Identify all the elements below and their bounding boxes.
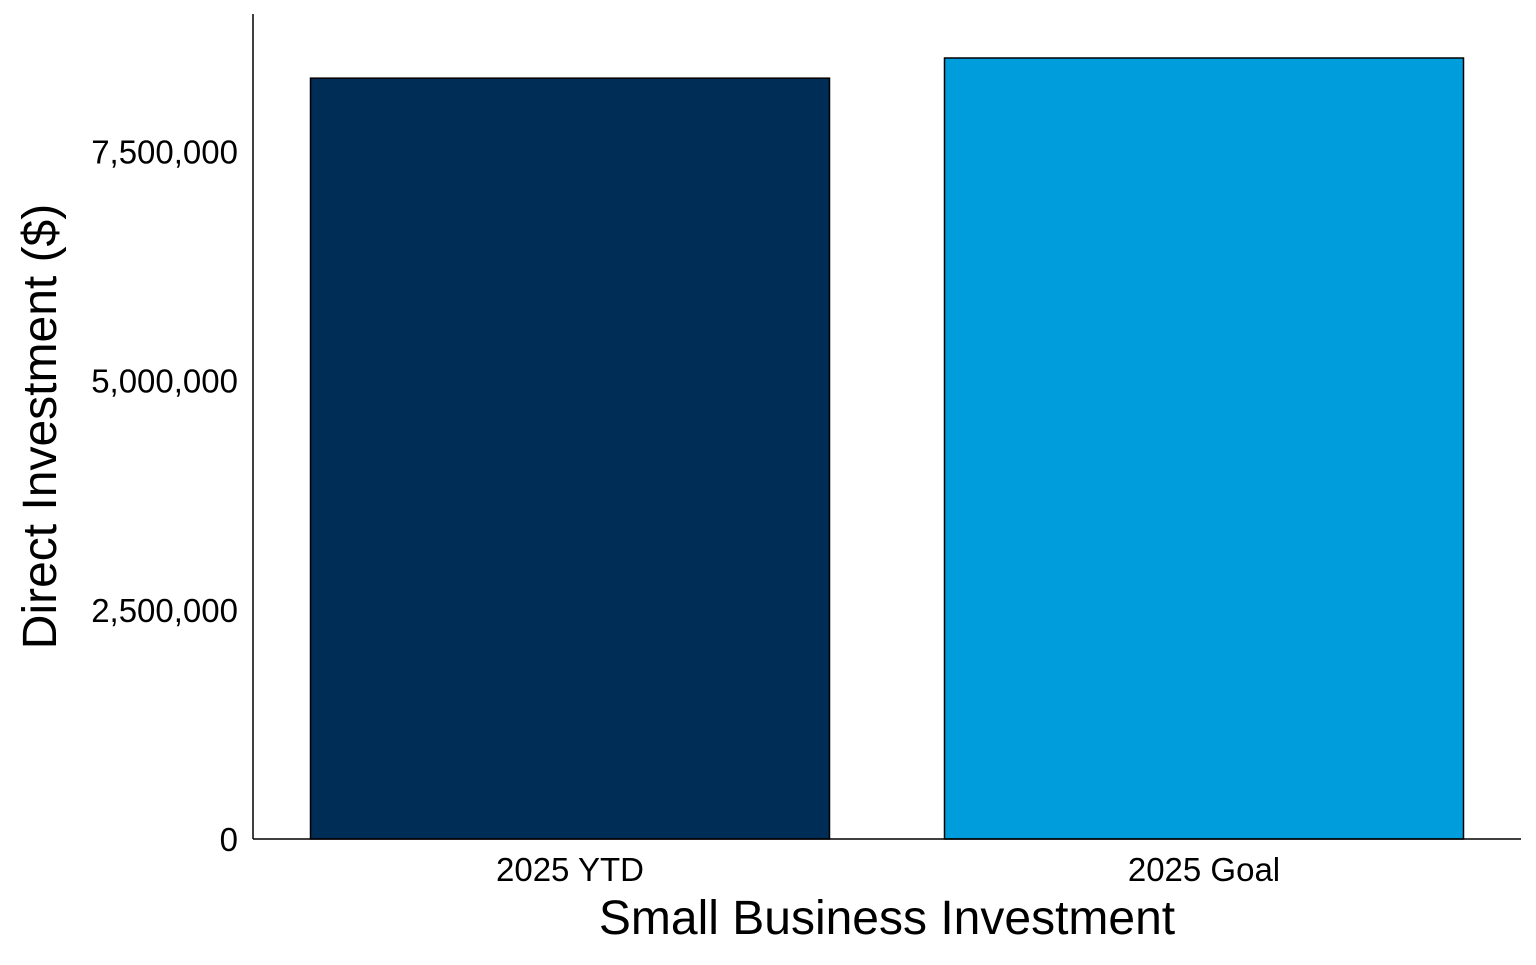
bar-0 <box>309 77 831 840</box>
x-tick-labels: 2025 YTD 2025 Goal <box>496 851 1280 888</box>
y-tick-labels: 0 2,500,000 5,000,000 7,500,000 <box>91 134 238 859</box>
bar-1 <box>943 57 1465 840</box>
x-tick-label-1: 2025 Goal <box>1128 851 1280 888</box>
y-tick-label-2: 5,000,000 <box>91 363 238 400</box>
y-tick-label-1: 2,500,000 <box>91 592 238 629</box>
y-tick-label-3: 7,500,000 <box>91 134 238 171</box>
x-tick-label-0: 2025 YTD <box>496 851 644 888</box>
bars-group <box>309 57 1465 840</box>
y-axis-title: Direct Investment ($) <box>14 204 67 649</box>
y-tick-label-0: 0 <box>220 821 238 858</box>
x-axis-title: Small Business Investment <box>599 892 1175 945</box>
